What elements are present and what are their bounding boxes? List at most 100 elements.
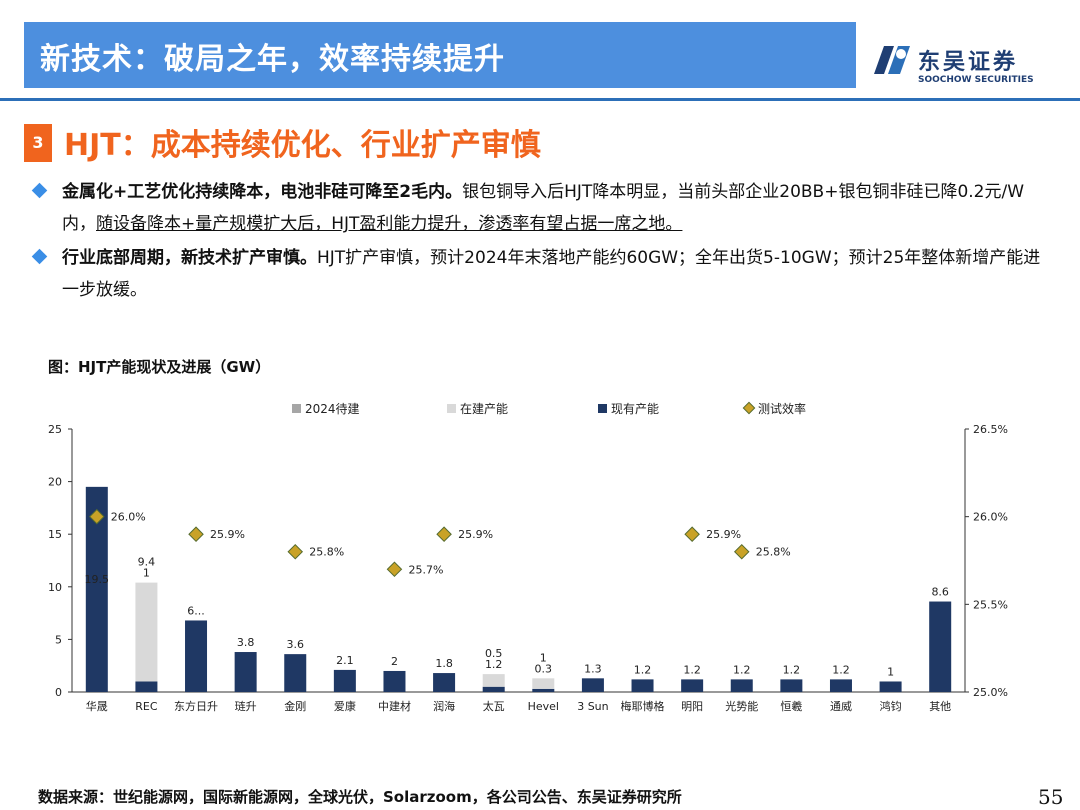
efficiency-label: 25.9% — [458, 528, 493, 541]
x-tick-label: 中建材 — [378, 699, 411, 713]
y-tick-label-left: 15 — [48, 528, 62, 541]
legend-label: 测试效率 — [758, 401, 806, 416]
efficiency-label: 26.0% — [111, 511, 146, 524]
efficiency-label: 25.9% — [210, 528, 245, 541]
soochow-logo-icon — [874, 46, 910, 74]
bar-value-label: 8.6 — [931, 586, 949, 599]
x-tick-label: REC — [135, 700, 158, 713]
y-tick-label-right: 25.5% — [973, 598, 1008, 611]
diamond-bullet-icon — [31, 182, 48, 199]
efficiency-marker — [89, 508, 105, 525]
bar-value-label: 1.3 — [584, 662, 602, 675]
x-tick-label: 其他 — [929, 700, 951, 713]
legend-swatch — [292, 404, 301, 413]
page-number: 55 — [1038, 785, 1064, 809]
bar-value-label: 0.3 — [535, 662, 553, 675]
y-tick-label-left: 5 — [55, 633, 62, 646]
x-tick-label: 恒羲 — [780, 699, 802, 713]
bar-existing — [482, 686, 505, 692]
bullet-text: 银包铜导入后HJT降本明显，当前头部企业20BB+银包铜非硅已降0.2元/W内， — [62, 182, 1025, 234]
bar-value-label: 1 — [540, 651, 547, 664]
bar-value-label: 2.1 — [336, 654, 354, 667]
bar-existing — [284, 654, 307, 692]
figure-title: 图：HJT产能现状及进展（GW） — [48, 358, 271, 376]
y-tick-label-right: 25.0% — [973, 686, 1008, 699]
bar-value-label: 1 — [887, 665, 894, 678]
bullet-item: 行业底部周期，新技术扩产审慎。HJT扩产审慎，预计2024年末落地产能约60GW… — [30, 242, 1050, 306]
bar-existing — [234, 652, 257, 692]
bullet-bold: 行业底部周期，新技术扩产审慎。 — [62, 248, 317, 268]
efficiency-marker — [684, 526, 700, 542]
bar-value-label: 1.2 — [733, 663, 751, 676]
bar-value-label: 1.2 — [832, 663, 850, 676]
y-tick-label-left: 25 — [48, 423, 62, 436]
y-tick-label-left: 20 — [48, 476, 62, 489]
header-divider — [0, 98, 1080, 101]
legend-swatch — [742, 401, 756, 415]
x-tick-label: 金刚 — [284, 699, 306, 713]
page-title: 新技术：破局之年，效率持续提升 — [40, 42, 505, 77]
x-tick-label: 光势能 — [725, 699, 758, 713]
section-title: HJT：成本持续优化、行业扩产审慎 — [64, 128, 541, 163]
bar-value-label: 3.8 — [237, 636, 255, 649]
x-tick-label: 梅耶博格 — [621, 699, 665, 713]
x-tick-label: 鸿钧 — [880, 699, 902, 713]
bar-existing — [879, 681, 902, 692]
efficiency-label: 25.7% — [408, 563, 443, 576]
x-tick-label: 爱康 — [334, 699, 356, 713]
bar-value-label: 6... — [187, 604, 205, 617]
bullet-list: 金属化+工艺优化持续降本，电池非硅可降至2毛内。银包铜导入后HJT降本明显，当前… — [30, 176, 1050, 308]
logo-text-en: SOOCHOW SECURITIES — [918, 75, 1034, 85]
y-tick-label-left: 10 — [48, 581, 62, 594]
x-tick-label: 明阳 — [681, 700, 703, 713]
x-tick-label: 东方日升 — [174, 699, 218, 713]
efficiency-marker — [287, 543, 304, 560]
legend-label: 在建产能 — [460, 402, 508, 416]
bar-under-construction — [532, 678, 555, 689]
bar-existing — [631, 679, 654, 692]
bar-value-label: 1.8 — [435, 657, 453, 670]
bar-value-label: 9.4 — [138, 556, 156, 569]
bar-value-label: 1.2 — [683, 663, 701, 676]
bar-under-construction — [135, 582, 158, 682]
section-number-badge: 3 — [24, 124, 52, 162]
x-tick-label: 润海 — [433, 699, 455, 713]
x-tick-label: 3 Sun — [577, 700, 608, 713]
legend-label: 2024待建 — [305, 402, 360, 416]
bullet-text: HJT扩产审慎，预计2024年末落地产能约60GW；全年出货5-10GW；预计2… — [62, 248, 1041, 300]
bullet-item: 金属化+工艺优化持续降本，电池非硅可降至2毛内。银包铜导入后HJT降本明显，当前… — [30, 176, 1050, 240]
efficiency-label: 25.9% — [706, 528, 741, 541]
legend-label: 现有产能 — [611, 402, 659, 416]
y-tick-label-right: 26.5% — [973, 423, 1008, 436]
y-tick-label-left: 0 — [55, 686, 62, 699]
bar-existing — [333, 669, 356, 692]
legend-swatch — [598, 404, 607, 413]
logo-text-cn: 东吴证券 — [918, 50, 1019, 75]
source-note: 数据来源：世纪能源网，国际新能源网，全球光伏，Solarzoom，各公司公告、东… — [38, 788, 682, 806]
bar-existing — [780, 679, 803, 692]
hjt-capacity-chart: 0 5 10 15 20 25 25.0% 25.5% 26.0% 26.5% 华晟 19.5 26.0… — [48, 401, 1008, 713]
bar-under-construction — [482, 674, 505, 687]
efficiency-marker — [188, 526, 204, 542]
efficiency-label: 25.8% — [756, 546, 791, 559]
title-bar: 新技术：破局之年，效率持续提升 — [24, 22, 856, 88]
legend-swatch — [447, 404, 456, 413]
efficiency-marker — [733, 543, 750, 560]
bar-existing — [681, 679, 704, 692]
bar-existing — [929, 601, 952, 692]
efficiency-marker — [436, 526, 452, 542]
bar-existing — [85, 486, 108, 692]
x-tick-label: 琏升 — [235, 699, 257, 713]
x-tick-label: 通威 — [830, 700, 852, 713]
bar-value-label: 1.2 — [634, 663, 652, 676]
bar-existing — [433, 673, 456, 692]
bar-existing — [730, 679, 753, 692]
bar-existing — [532, 688, 555, 692]
x-tick-label: 华晟 — [86, 699, 108, 713]
bar-value-label: 0.5 — [485, 647, 503, 660]
bar-existing — [135, 681, 158, 692]
bar-value-label: 2 — [391, 655, 398, 668]
bullet-bold: 金属化+工艺优化持续降本，电池非硅可降至2毛内。 — [62, 182, 463, 202]
bar-existing — [185, 620, 208, 692]
diamond-bullet-icon — [31, 248, 48, 265]
